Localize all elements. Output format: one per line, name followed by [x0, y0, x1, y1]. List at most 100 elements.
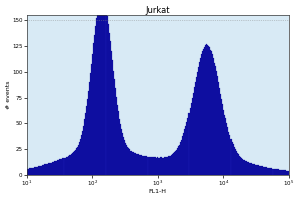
Bar	[207, 45, 208, 175]
Bar	[287, 171, 288, 175]
Bar	[282, 170, 283, 175]
Bar	[115, 88, 116, 175]
Bar	[48, 163, 49, 175]
Bar	[272, 169, 274, 175]
Bar	[40, 166, 41, 175]
Bar	[99, 2, 101, 175]
Bar	[171, 155, 172, 175]
Bar	[269, 168, 270, 175]
Bar	[178, 146, 179, 175]
Bar	[57, 160, 59, 175]
Bar	[149, 157, 151, 175]
X-axis label: FL1-H: FL1-H	[149, 189, 167, 194]
Bar	[49, 163, 50, 175]
Bar	[31, 168, 32, 175]
Bar	[284, 170, 285, 175]
Bar	[253, 164, 254, 175]
Bar	[280, 170, 281, 175]
Bar	[126, 145, 127, 175]
Bar	[148, 157, 149, 175]
Bar	[238, 154, 239, 175]
Bar	[184, 129, 185, 175]
Bar	[224, 115, 225, 175]
Bar	[39, 166, 40, 175]
Bar	[246, 161, 247, 175]
Bar	[123, 137, 124, 175]
Bar	[109, 33, 110, 175]
Bar	[116, 97, 117, 175]
Bar	[199, 62, 200, 175]
Bar	[174, 152, 175, 175]
Bar	[160, 157, 161, 175]
Bar	[102, 0, 104, 175]
Bar	[177, 148, 178, 175]
Bar	[190, 103, 192, 175]
Bar	[181, 140, 182, 175]
Bar	[250, 163, 251, 175]
Bar	[157, 157, 158, 175]
Bar	[281, 170, 282, 175]
Bar	[46, 164, 47, 175]
Bar	[139, 155, 140, 175]
Bar	[175, 151, 176, 175]
Bar	[274, 169, 276, 175]
Bar	[270, 168, 272, 175]
Bar	[90, 73, 91, 175]
Bar	[120, 124, 121, 175]
Bar	[56, 161, 57, 175]
Bar	[176, 150, 177, 175]
Bar	[237, 153, 238, 175]
Bar	[130, 151, 131, 175]
Bar	[74, 151, 75, 175]
Bar	[258, 165, 259, 175]
Bar	[228, 132, 230, 175]
Bar	[219, 88, 220, 175]
Bar	[172, 154, 173, 175]
Bar	[159, 158, 160, 175]
Bar	[186, 122, 188, 175]
Bar	[118, 111, 119, 175]
Bar	[197, 72, 198, 175]
Bar	[41, 166, 42, 175]
Bar	[173, 153, 174, 175]
Bar	[51, 163, 52, 175]
Bar	[124, 140, 125, 175]
Bar	[71, 154, 72, 175]
Bar	[217, 76, 218, 175]
Bar	[215, 66, 216, 175]
Bar	[236, 151, 237, 175]
Bar	[234, 147, 235, 175]
Bar	[227, 127, 228, 175]
Bar	[211, 51, 212, 175]
Bar	[78, 145, 79, 175]
Bar	[276, 169, 277, 175]
Bar	[198, 67, 199, 175]
Bar	[36, 167, 37, 175]
Bar	[218, 82, 219, 175]
Bar	[80, 139, 81, 175]
Bar	[245, 161, 246, 175]
Bar	[162, 158, 163, 175]
Bar	[183, 133, 184, 175]
Bar	[127, 147, 128, 175]
Bar	[94, 35, 95, 175]
Bar	[163, 158, 164, 175]
Bar	[33, 168, 34, 175]
Bar	[225, 118, 226, 175]
Bar	[60, 159, 62, 175]
Bar	[259, 166, 260, 175]
Bar	[86, 106, 87, 175]
Bar	[140, 155, 141, 175]
Bar	[27, 169, 28, 175]
Bar	[206, 44, 207, 175]
Bar	[200, 58, 201, 175]
Bar	[83, 126, 84, 175]
Bar	[180, 142, 181, 175]
Bar	[241, 158, 242, 175]
Bar	[37, 167, 38, 175]
Bar	[50, 163, 51, 175]
Bar	[135, 153, 136, 175]
Bar	[188, 113, 190, 175]
Bar	[179, 145, 180, 175]
Bar	[213, 58, 214, 175]
